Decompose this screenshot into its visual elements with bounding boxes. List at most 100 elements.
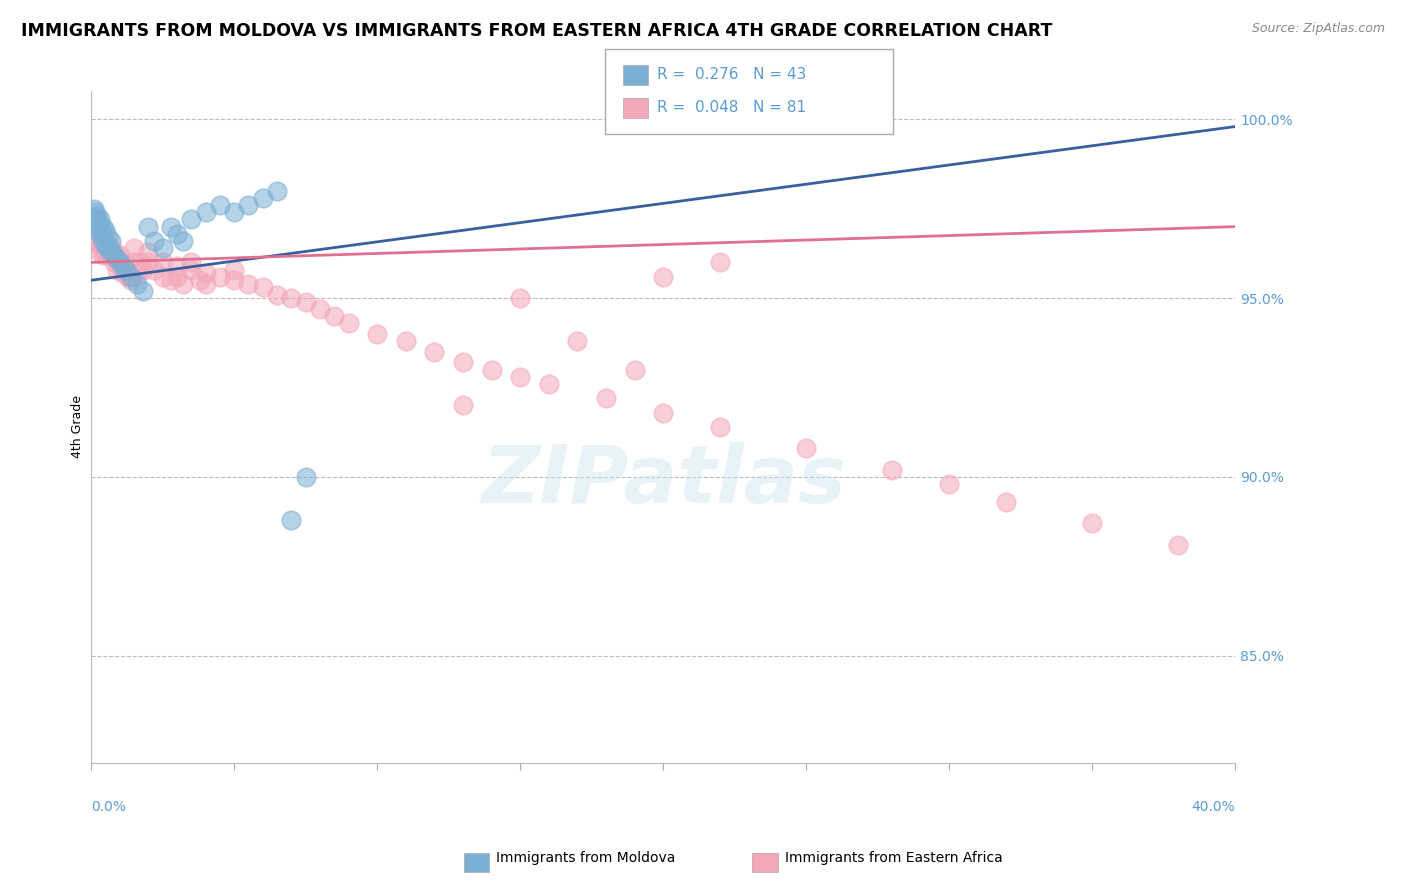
Point: [103, 255, 125, 269]
Point: [111, 259, 134, 273]
Point: [91, 227, 114, 241]
Point: [97, 237, 120, 252]
Point: [100, 241, 122, 255]
Text: R =  0.276   N = 43: R = 0.276 N = 43: [657, 68, 806, 82]
Point: [160, 219, 183, 234]
Point: [89, 227, 111, 241]
Point: [84, 227, 107, 241]
Point: [138, 244, 160, 259]
Point: [266, 184, 288, 198]
Point: [188, 273, 211, 287]
Point: [194, 205, 217, 219]
Point: [83, 223, 105, 237]
Point: [794, 442, 817, 456]
Point: [131, 284, 153, 298]
Point: [83, 202, 105, 216]
Text: Immigrants from Moldova: Immigrants from Moldova: [496, 851, 676, 865]
Point: [84, 216, 107, 230]
Point: [122, 255, 145, 269]
Point: [451, 398, 474, 412]
Point: [238, 277, 260, 291]
Text: IMMIGRANTS FROM MOLDOVA VS IMMIGRANTS FROM EASTERN AFRICA 4TH GRADE CORRELATION : IMMIGRANTS FROM MOLDOVA VS IMMIGRANTS FR…: [21, 22, 1053, 40]
Point: [122, 241, 145, 255]
Point: [111, 266, 134, 280]
Point: [180, 255, 202, 269]
Point: [537, 376, 560, 391]
Point: [131, 262, 153, 277]
Point: [89, 244, 111, 259]
Text: 0.0%: 0.0%: [91, 800, 127, 814]
Point: [709, 419, 731, 434]
Point: [180, 262, 202, 277]
Point: [114, 262, 136, 277]
Point: [938, 477, 960, 491]
Point: [1081, 516, 1104, 531]
Point: [880, 463, 903, 477]
Point: [125, 266, 148, 280]
Point: [97, 248, 120, 262]
Point: [108, 259, 131, 273]
Text: Immigrants from Eastern Africa: Immigrants from Eastern Africa: [785, 851, 1002, 865]
Point: [89, 219, 111, 234]
Point: [91, 234, 114, 248]
Point: [138, 219, 160, 234]
Point: [89, 237, 111, 252]
Point: [114, 262, 136, 277]
Point: [103, 244, 125, 259]
Point: [97, 230, 120, 244]
Point: [252, 191, 274, 205]
Point: [160, 273, 183, 287]
Point: [143, 262, 166, 277]
Point: [87, 234, 110, 248]
Point: [108, 248, 131, 262]
Point: [83, 216, 105, 230]
Point: [103, 248, 125, 262]
Point: [652, 269, 675, 284]
Point: [128, 255, 150, 269]
Point: [238, 198, 260, 212]
Point: [152, 269, 174, 284]
Point: [138, 255, 160, 269]
Point: [166, 227, 188, 241]
Point: [83, 212, 105, 227]
Point: [995, 495, 1018, 509]
Point: [294, 294, 316, 309]
Point: [94, 237, 117, 252]
Text: R =  0.048   N = 81: R = 0.048 N = 81: [657, 101, 806, 115]
Point: [120, 273, 142, 287]
Point: [152, 241, 174, 255]
Point: [481, 362, 503, 376]
Point: [172, 277, 194, 291]
Text: ZIPatlas: ZIPatlas: [481, 442, 845, 519]
Point: [337, 316, 360, 330]
Point: [108, 255, 131, 269]
Point: [94, 223, 117, 237]
Point: [166, 259, 188, 273]
Point: [89, 212, 111, 227]
Point: [280, 513, 302, 527]
Point: [366, 326, 388, 341]
Point: [86, 230, 108, 244]
Point: [224, 205, 246, 219]
Point: [709, 255, 731, 269]
Text: 40.0%: 40.0%: [1191, 800, 1234, 814]
Text: Source: ZipAtlas.com: Source: ZipAtlas.com: [1251, 22, 1385, 36]
Point: [152, 255, 174, 269]
Point: [252, 280, 274, 294]
Point: [91, 237, 114, 252]
Point: [100, 234, 122, 248]
Point: [86, 212, 108, 227]
Point: [89, 227, 111, 241]
Point: [208, 269, 231, 284]
Point: [509, 369, 531, 384]
Point: [451, 355, 474, 369]
Point: [105, 252, 128, 266]
Point: [224, 262, 246, 277]
Point: [1167, 538, 1189, 552]
Point: [280, 291, 302, 305]
Point: [224, 273, 246, 287]
Point: [309, 301, 332, 316]
Point: [395, 334, 418, 348]
Point: [194, 277, 217, 291]
Point: [86, 219, 108, 234]
